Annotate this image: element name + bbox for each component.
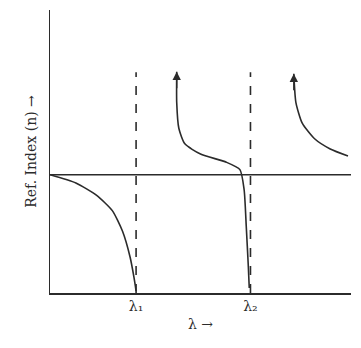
svg-text:λ →: λ → [188, 316, 213, 332]
svg-text:λ₂: λ₂ [243, 298, 258, 314]
svg-text:Ref. Index (n) →: Ref. Index (n) → [23, 95, 39, 208]
svg-text:λ₁: λ₁ [129, 298, 144, 314]
